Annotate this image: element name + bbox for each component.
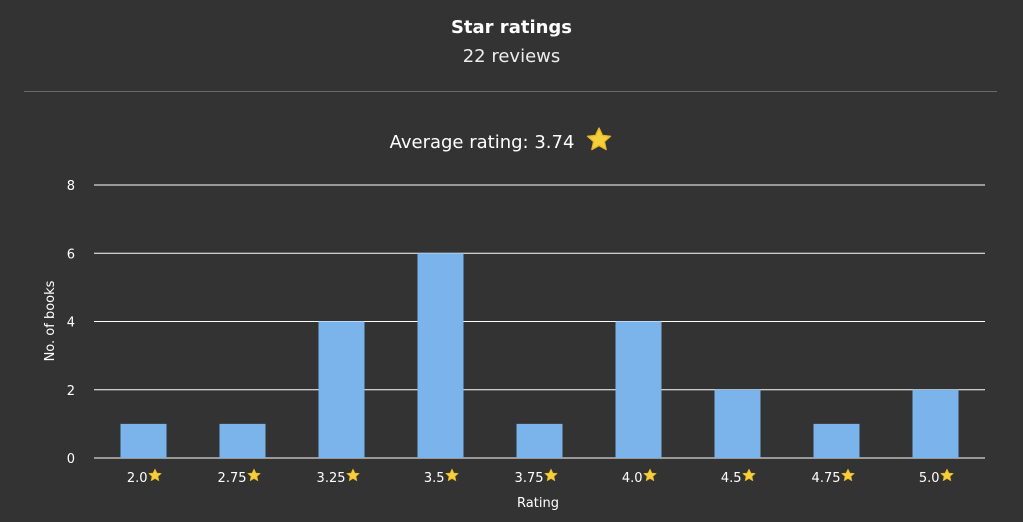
y-tick-label: 2 <box>67 384 75 399</box>
x-tick-label: 4.5 <box>721 468 756 486</box>
x-tick-label: 4.0 <box>622 468 657 486</box>
bar-3.75 <box>516 423 563 458</box>
x-tick-text: 2.0 <box>127 471 148 486</box>
x-tick-text: 4.5 <box>721 471 742 486</box>
star-icon <box>346 468 360 481</box>
x-tick-text: 4.0 <box>622 471 643 486</box>
bar-4.0 <box>615 321 662 458</box>
y-axis-title: No. of books <box>43 280 58 361</box>
chart-title-group: Average rating: 3.74 <box>390 127 612 153</box>
x-tick-label: 4.75 <box>812 468 855 486</box>
bar-3.5 <box>417 253 464 458</box>
x-tick-text: 5.0 <box>919 471 940 486</box>
star-icon <box>247 468 261 481</box>
y-tick-label: 8 <box>67 179 75 194</box>
x-tick-text: 3.5 <box>424 471 445 486</box>
bar-3.25 <box>318 321 365 458</box>
x-tick-label: 2.0 <box>127 468 162 486</box>
page-title: Star ratings <box>450 17 573 38</box>
bar-5.0 <box>912 389 959 458</box>
y-tick-label: 0 <box>67 452 75 467</box>
bar-4.75 <box>813 423 860 458</box>
star-icon <box>586 127 612 151</box>
x-axis-title: Rating <box>517 496 559 511</box>
x-tick-label: 5.0 <box>919 468 954 486</box>
x-tick-label: 3.25 <box>317 468 360 486</box>
x-tick-text: 4.75 <box>812 471 841 486</box>
divider <box>24 91 997 92</box>
bar-4.5 <box>714 389 761 458</box>
y-tick-label: 6 <box>67 247 75 262</box>
star-icon <box>544 468 558 481</box>
review-count: 22 reviews <box>462 46 561 67</box>
bar-2.0 <box>120 423 167 458</box>
star-icon <box>940 468 954 481</box>
x-tick-text: 3.75 <box>515 471 544 486</box>
star-icon <box>148 468 162 481</box>
x-tick-label: 2.75 <box>218 468 261 486</box>
x-tick-label: 3.75 <box>515 468 558 486</box>
x-tick-label: 3.5 <box>424 468 459 486</box>
star-icon <box>742 468 756 481</box>
star-icon <box>841 468 855 481</box>
chart-title: Average rating: 3.74 <box>390 132 575 153</box>
star-icon <box>445 468 459 481</box>
y-tick-label: 4 <box>67 316 75 331</box>
x-tick-text: 3.25 <box>317 471 346 486</box>
x-tick-text: 2.75 <box>218 471 247 486</box>
bar-2.75 <box>219 423 266 458</box>
star-icon <box>643 468 657 481</box>
